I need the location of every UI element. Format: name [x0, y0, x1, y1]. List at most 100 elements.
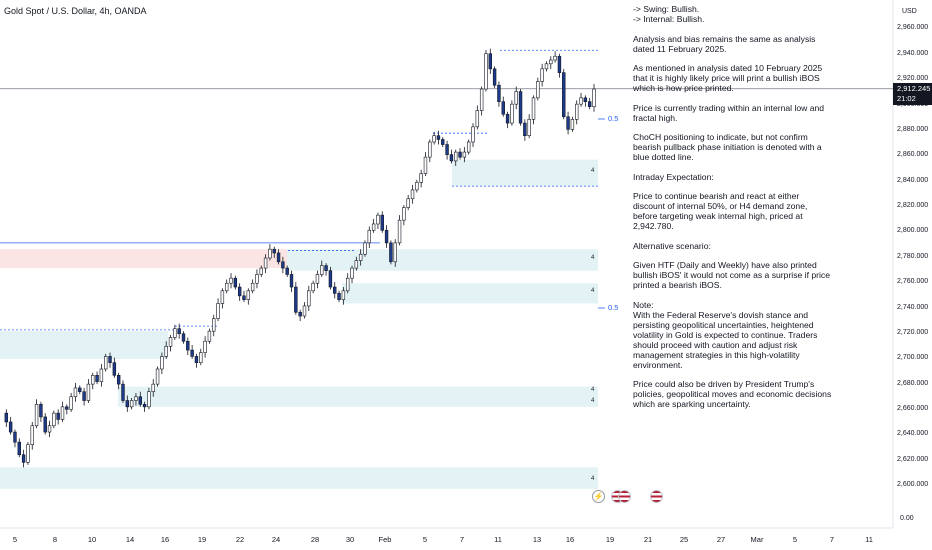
candle-body — [233, 277, 238, 288]
candle-body — [17, 441, 21, 456]
x-tick: 28 — [310, 535, 320, 544]
us-flag-event-icon[interactable] — [650, 490, 663, 503]
candle-body — [86, 383, 91, 401]
x-tick: Mar — [750, 535, 764, 544]
candle-body — [203, 340, 207, 353]
x-tick: 8 — [52, 535, 58, 544]
x-tick: 22 — [235, 535, 245, 544]
candle-body — [432, 135, 436, 143]
candle-body — [108, 356, 112, 363]
candle-body — [492, 68, 497, 86]
candle-body — [462, 151, 467, 158]
candle-body — [445, 144, 449, 155]
note-paragraph: Analysis and bias remains the same as an… — [633, 33, 816, 54]
candle-body — [216, 303, 220, 319]
candle-body — [441, 139, 445, 145]
candle-body — [168, 337, 173, 347]
fib-half-label: 0.5 — [608, 303, 619, 312]
candle-body — [73, 387, 78, 398]
candle-body — [125, 400, 130, 408]
y-tick: 2,740.000 — [897, 304, 929, 311]
candle-body — [82, 391, 86, 401]
candle-body — [91, 375, 95, 385]
candle-body — [302, 305, 307, 317]
candle-body — [224, 282, 229, 292]
candle-body — [583, 97, 588, 102]
candle-body — [536, 81, 540, 99]
currency-label[interactable]: USD — [902, 8, 917, 15]
candle-body — [592, 88, 596, 107]
y-tick: 0.00 — [900, 515, 914, 522]
candle-body — [47, 425, 52, 433]
x-tick: 16 — [160, 535, 170, 544]
y-tick: 2,700.000 — [897, 354, 929, 361]
candle-body — [177, 328, 181, 334]
candle-body — [449, 154, 454, 162]
lightning-event-icon[interactable]: ⚡ — [592, 490, 605, 503]
zone-label: 4 — [591, 398, 595, 404]
candle-body — [337, 293, 341, 300]
candle-body — [358, 253, 363, 261]
candle-body — [160, 356, 164, 370]
candle-body — [52, 412, 56, 427]
candle-body — [320, 265, 324, 275]
candle-body — [250, 282, 255, 292]
candle-body — [484, 53, 488, 90]
candle-body — [497, 84, 501, 102]
candle-body — [255, 274, 259, 284]
candle-body — [544, 63, 549, 70]
supply-zone — [0, 249, 287, 269]
candle-body — [363, 242, 367, 255]
candle-body — [173, 328, 177, 338]
candle-body — [557, 55, 562, 73]
fib-half-label: 0.5 — [608, 114, 619, 123]
candle-body — [289, 274, 294, 288]
x-tick: 30 — [345, 535, 355, 544]
zone-label: 4 — [591, 476, 595, 482]
candle-body — [397, 219, 402, 244]
x-tick: 21 — [643, 535, 653, 544]
candle-body — [263, 257, 268, 269]
y-tick: 2,680.000 — [897, 380, 929, 387]
candle-body — [466, 141, 471, 153]
candle-body — [324, 265, 328, 271]
candle-body — [393, 242, 397, 263]
candle-body — [13, 431, 17, 443]
candle-body — [350, 267, 354, 279]
candle-body — [341, 290, 346, 300]
x-tick: 5 — [422, 535, 428, 544]
candle-body — [549, 59, 553, 65]
y-tick: 2,600.000 — [897, 481, 929, 488]
candle-body — [220, 290, 225, 304]
us-flag-event-icon[interactable] — [618, 490, 631, 503]
candle-body — [501, 101, 505, 115]
note-paragraph: Given HTF (Daily and Weekly) have also p… — [633, 260, 830, 290]
candle-body — [199, 352, 203, 363]
zone-label: 4 — [591, 168, 595, 174]
candle-body — [384, 229, 389, 244]
candle-body — [410, 189, 415, 200]
demand-zone — [342, 283, 598, 304]
candle-body — [488, 53, 492, 70]
note-paragraph: Intraday Expectation: — [633, 171, 714, 182]
candle-body — [4, 412, 9, 423]
x-tick: 10 — [87, 535, 97, 544]
candle-body — [8, 421, 13, 433]
candle-body — [212, 318, 216, 332]
candle-body — [514, 91, 518, 105]
note-paragraph: Price could also be driven by President … — [633, 379, 832, 409]
candle-body — [419, 173, 423, 183]
candle-body — [281, 261, 285, 269]
y-tick: 2,920.000 — [897, 75, 929, 82]
candle-body — [285, 267, 289, 275]
candle-body — [371, 223, 376, 231]
candle-body — [121, 383, 125, 401]
candle-body — [39, 404, 43, 418]
candle-body — [134, 396, 138, 401]
candle-body — [242, 295, 246, 300]
candle-body — [523, 122, 527, 136]
candle-body — [95, 375, 99, 382]
candle-body — [237, 286, 242, 297]
